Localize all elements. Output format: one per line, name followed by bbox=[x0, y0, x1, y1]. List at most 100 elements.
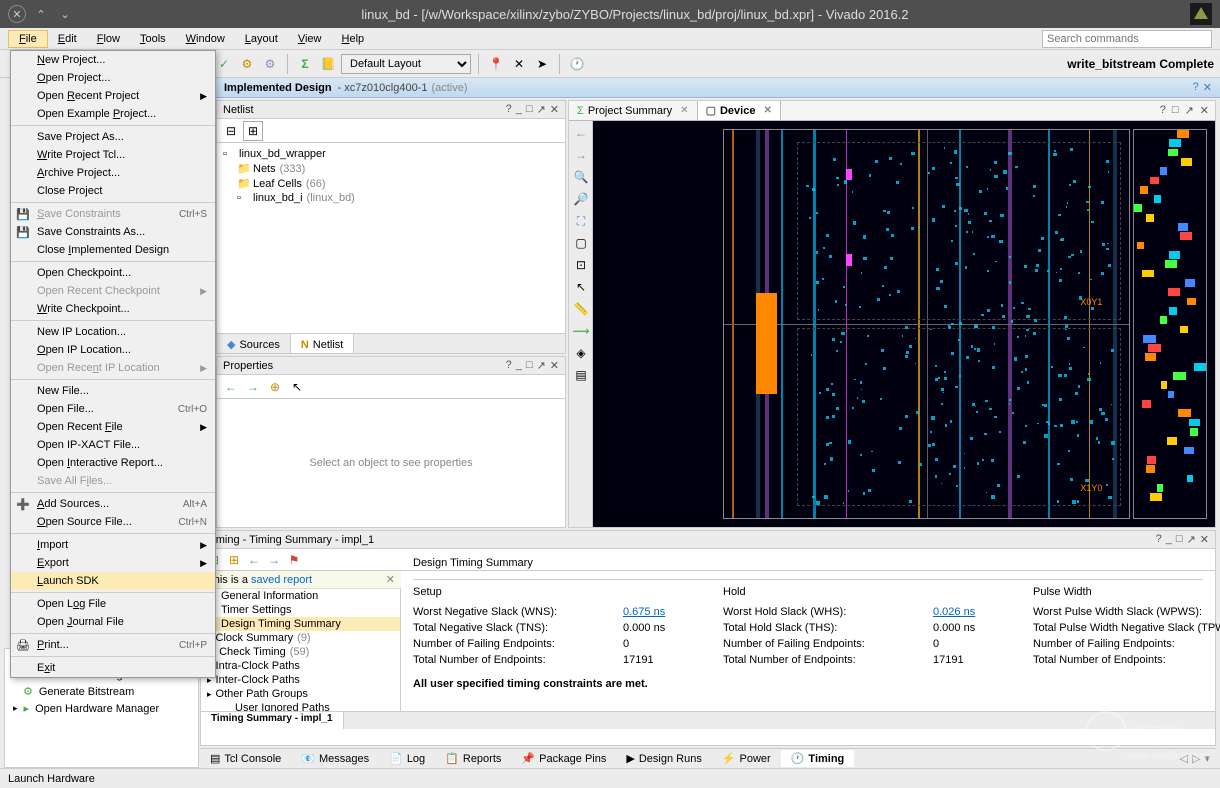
tab-sources[interactable]: ◆ Sources bbox=[217, 334, 291, 353]
menu-item-import[interactable]: Import▶ bbox=[11, 536, 215, 554]
console-tab-log[interactable]: 📄Log bbox=[379, 750, 435, 767]
zoomsel-icon[interactable]: ▢ bbox=[571, 233, 591, 253]
device-view[interactable]: X0Y1X1Y0 bbox=[593, 121, 1215, 527]
maximize-icon[interactable]: □ bbox=[1176, 533, 1183, 546]
help-icon[interactable]: ? bbox=[1193, 81, 1199, 94]
device-tab-device[interactable]: ▢ Device✕ bbox=[698, 101, 781, 120]
timing-tree-item[interactable]: ▸Intra-Clock Paths bbox=[201, 659, 400, 673]
menu-item-new-project-[interactable]: New Project... bbox=[11, 51, 215, 69]
menu-item-print-[interactable]: 🖨Print...Ctrl+P bbox=[11, 636, 215, 654]
help-icon[interactable]: ? bbox=[1160, 104, 1166, 117]
console-tab-tcl-console[interactable]: ▤Tcl Console bbox=[200, 750, 291, 767]
menu-item-exit[interactable]: Exit bbox=[11, 659, 215, 677]
menu-file[interactable]: File bbox=[8, 30, 48, 48]
console-tab-timing[interactable]: 🕐Timing bbox=[781, 750, 855, 767]
prev-icon[interactable]: ← bbox=[571, 123, 591, 143]
minimize-icon[interactable]: _ bbox=[516, 103, 522, 116]
menu-item-close-project[interactable]: Close Project bbox=[11, 182, 215, 200]
tab-next-icon[interactable]: ▷ bbox=[1192, 752, 1200, 765]
next-icon[interactable]: → bbox=[571, 145, 591, 165]
restore-icon[interactable]: ↗ bbox=[537, 103, 546, 116]
minimize-icon[interactable]: _ bbox=[1166, 533, 1172, 546]
tab-netlist[interactable]: N Netlist bbox=[291, 334, 355, 353]
timing-summary-tab[interactable]: Timing Summary - impl_1 bbox=[201, 712, 344, 729]
maximize-icon[interactable]: □ bbox=[1172, 104, 1179, 117]
saved-link[interactable]: saved report bbox=[251, 574, 312, 586]
help-icon[interactable]: ? bbox=[506, 103, 512, 116]
back-icon[interactable]: ← bbox=[221, 377, 241, 397]
unroute-icon[interactable]: ✕ bbox=[509, 54, 529, 74]
ruler-icon[interactable]: 📏 bbox=[571, 299, 591, 319]
ip-icon[interactable]: 📒 bbox=[318, 54, 338, 74]
menu-item-archive-project-[interactable]: Archive Project... bbox=[11, 164, 215, 182]
timing-tree-item[interactable]: ▸Other Path Groups bbox=[201, 687, 400, 701]
timing-tree-item[interactable]: General Information bbox=[201, 589, 400, 603]
pointer-icon[interactable]: ↖ bbox=[287, 377, 307, 397]
menu-item-open-journal-file[interactable]: Open Journal File bbox=[11, 613, 215, 631]
menu-item-new-file-[interactable]: New File... bbox=[11, 382, 215, 400]
menu-edit[interactable]: Edit bbox=[48, 31, 87, 47]
close-icon[interactable]: ✕ bbox=[1200, 104, 1209, 117]
menu-item-open-ip-location-[interactable]: Open IP Location... bbox=[11, 341, 215, 359]
menu-tools[interactable]: Tools bbox=[130, 31, 176, 47]
restore-icon[interactable]: ↗ bbox=[1185, 104, 1194, 117]
timing-tree-item[interactable]: ⚠Check Timing (59) bbox=[201, 645, 400, 659]
maximize-icon[interactable]: □ bbox=[526, 103, 533, 116]
zoomout-icon[interactable]: 🔎 bbox=[571, 189, 591, 209]
select-icon[interactable]: ↖ bbox=[571, 277, 591, 297]
zoomin-icon[interactable]: 🔍 bbox=[571, 167, 591, 187]
menu-layout[interactable]: Layout bbox=[235, 31, 288, 47]
window-up-icon[interactable]: ⌃ bbox=[32, 5, 50, 23]
layers-icon[interactable]: ▤ bbox=[571, 365, 591, 385]
close-icon[interactable]: ✕ bbox=[1200, 533, 1209, 546]
tree-item[interactable]: 📁Nets (333) bbox=[221, 161, 561, 176]
menu-item-open-source-file-[interactable]: Open Source File...Ctrl+N bbox=[11, 513, 215, 531]
menu-item-save-project-as-[interactable]: Save Project As... bbox=[11, 128, 215, 146]
collapse-icon[interactable]: ⊟ bbox=[221, 121, 241, 141]
timing-tree-item[interactable]: ▸Clock Summary (9) bbox=[201, 631, 400, 645]
timing-icon[interactable]: 🕐 bbox=[567, 54, 587, 74]
menu-window[interactable]: Window bbox=[176, 31, 235, 47]
console-tab-package-pins[interactable]: 📌Package Pins bbox=[511, 750, 616, 767]
restore-icon[interactable]: ↗ bbox=[1187, 533, 1196, 546]
help-icon[interactable]: ? bbox=[1156, 533, 1162, 546]
menu-flow[interactable]: Flow bbox=[87, 31, 130, 47]
close-icon[interactable]: ✕ bbox=[386, 573, 395, 586]
gear2-icon[interactable]: ⚙ bbox=[260, 54, 280, 74]
window-down-icon[interactable]: ⌄ bbox=[56, 5, 74, 23]
flow-item-open-hardware-manager[interactable]: ▸▸Open Hardware Manager bbox=[5, 700, 198, 717]
menu-item-open-recent-project[interactable]: Open Recent Project▶ bbox=[11, 87, 215, 105]
select-icon[interactable]: ➤ bbox=[532, 54, 552, 74]
help-icon[interactable]: ? bbox=[506, 359, 512, 372]
zoomfit-icon[interactable]: ⛶ bbox=[571, 211, 591, 231]
minimize-icon[interactable]: _ bbox=[516, 359, 522, 372]
close-icon[interactable]: ✕ bbox=[550, 359, 559, 372]
menu-item-new-ip-location-[interactable]: New IP Location... bbox=[11, 323, 215, 341]
autofit-icon[interactable]: ⊡ bbox=[571, 255, 591, 275]
close-icon[interactable]: ✕ bbox=[550, 103, 559, 116]
console-tab-power[interactable]: ⚡Power bbox=[712, 750, 781, 767]
menu-item-write-project-tcl-[interactable]: Write Project Tcl... bbox=[11, 146, 215, 164]
flow-item-generate-bitstream[interactable]: ⚙Generate Bitstream bbox=[5, 683, 198, 700]
menu-item-add-sources-[interactable]: ➕Add Sources...Alt+A bbox=[11, 495, 215, 513]
timing-tree-item[interactable]: Timer Settings bbox=[201, 603, 400, 617]
console-tab-design-runs[interactable]: ▶Design Runs bbox=[616, 750, 711, 767]
menu-view[interactable]: View bbox=[288, 31, 332, 47]
menu-item-open-checkpoint-[interactable]: Open Checkpoint... bbox=[11, 264, 215, 282]
back-icon[interactable]: ← bbox=[245, 551, 263, 569]
search-commands[interactable] bbox=[1042, 30, 1212, 48]
console-tab-messages[interactable]: 📧Messages bbox=[291, 750, 379, 767]
menu-item-close-implemented-design[interactable]: Close Implemented Design bbox=[11, 241, 215, 259]
maximize-icon[interactable]: □ bbox=[526, 359, 533, 372]
expand-icon[interactable]: ⊞ bbox=[243, 121, 263, 141]
fwd-icon[interactable]: → bbox=[243, 377, 263, 397]
tab-prev-icon[interactable]: ◁ bbox=[1180, 752, 1188, 765]
menu-item-open-project-[interactable]: Open Project... bbox=[11, 69, 215, 87]
check-icon[interactable]: ✓ bbox=[214, 54, 234, 74]
menu-item-export[interactable]: Export▶ bbox=[11, 554, 215, 572]
menu-item-save-constraints[interactable]: 💾Save ConstraintsCtrl+S bbox=[11, 205, 215, 223]
device-tab-project-summary[interactable]: Σ Project Summary✕ bbox=[569, 101, 698, 120]
console-tab-reports[interactable]: 📋Reports bbox=[435, 750, 511, 767]
close-icon[interactable]: ✕ bbox=[1203, 81, 1212, 94]
tab-list-icon[interactable]: ▾ bbox=[1204, 752, 1210, 765]
